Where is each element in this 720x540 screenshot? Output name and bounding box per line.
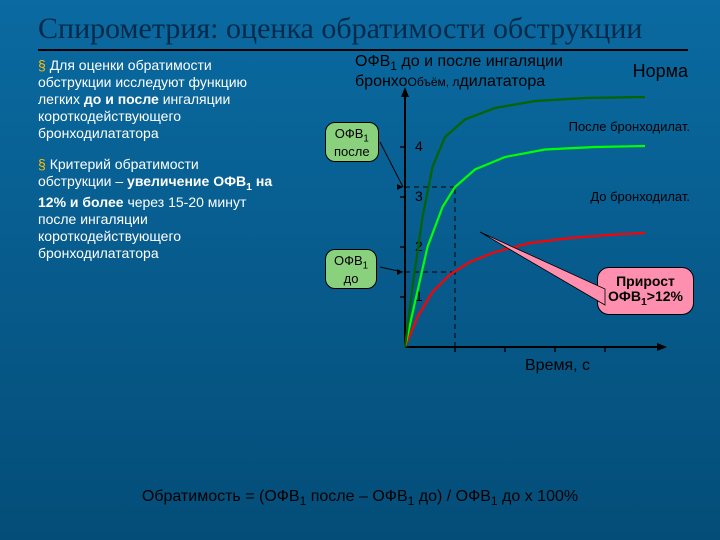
p2-bold: увеличение ОФВ: [127, 173, 246, 189]
bullet-icon: §: [38, 57, 50, 73]
p1-bold: до и после: [84, 91, 159, 107]
chart-svg: 1234: [285, 57, 705, 387]
bullet-2: § Критерий обратимости обструкции – увел…: [38, 156, 273, 262]
content-row: § Для оценки обратимости обструкции иссл…: [38, 57, 688, 276]
formula: Обратимость = (ОФВ1 после – ОФВ1 до) / О…: [0, 488, 720, 508]
slide-title: Спирометрия: оценка обратимости обструкц…: [38, 12, 688, 51]
svg-text:4: 4: [415, 138, 423, 154]
left-column: § Для оценки обратимости обструкции иссл…: [38, 57, 273, 276]
chart-area: ОФВ1 до и после ингаляции бронхоОбъём, л…: [285, 57, 688, 276]
bullet-1: § Для оценки обратимости обструкции иссл…: [38, 57, 273, 142]
svg-text:3: 3: [415, 188, 423, 204]
bullet-icon: §: [38, 156, 50, 172]
